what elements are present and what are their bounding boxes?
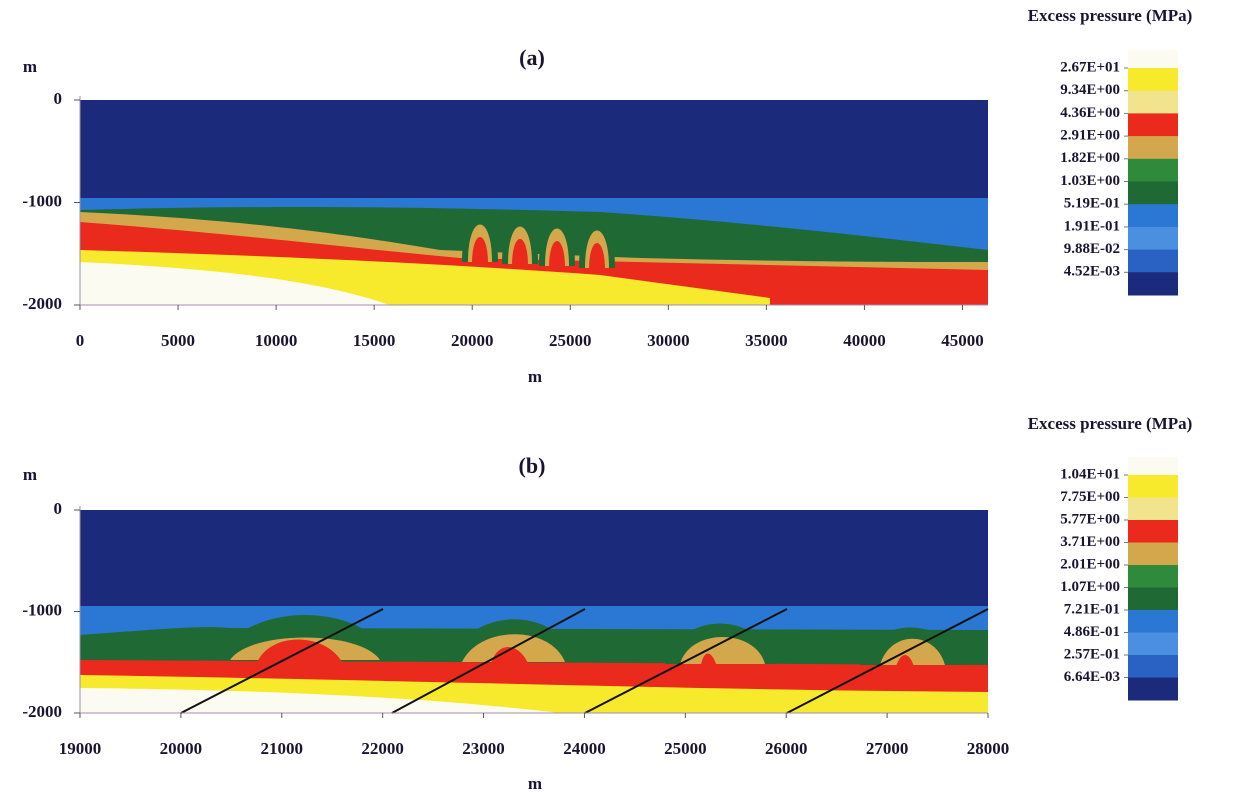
colorbar-band <box>1128 113 1178 137</box>
colorbar-title: Excess pressure (MPa) <box>1028 6 1193 25</box>
colorbar-band <box>1128 610 1178 633</box>
x-axis-label: m <box>528 774 542 793</box>
colorbar-band <box>1128 565 1178 588</box>
colorbar-band <box>1128 272 1178 296</box>
colorbar-tick-label: 4.52E-03 <box>1064 264 1120 280</box>
x-tick-label: 23000 <box>462 739 505 758</box>
colorbar-band <box>1128 204 1178 228</box>
x-tick-label: 27000 <box>866 739 909 758</box>
x-tick-label: 26000 <box>765 739 808 758</box>
y-axis-label: m <box>23 57 37 76</box>
colorbar-tick-label: 5.19E-01 <box>1064 196 1120 212</box>
x-tick-label: 25000 <box>664 739 707 758</box>
x-tick-label: 40000 <box>843 331 886 350</box>
colorbar-tick-label: 9.88E-02 <box>1064 241 1120 257</box>
y-tick-label: -1000 <box>22 600 62 619</box>
colorbar-tick-label: 4.36E+00 <box>1060 105 1120 121</box>
colorbar-band <box>1128 90 1178 114</box>
colorbar-tick-label: 1.07E+00 <box>1060 579 1120 595</box>
x-tick-label: 19000 <box>59 739 102 758</box>
x-tick-label: 45000 <box>941 331 984 350</box>
colorbar-tick-label: 2.91E+00 <box>1060 128 1120 144</box>
colorbar-band <box>1128 68 1178 92</box>
x-tick-label: 24000 <box>563 739 606 758</box>
colorbar-band <box>1128 50 1178 69</box>
colorbar-tick-label: 9.34E+00 <box>1060 82 1120 98</box>
colorbar-tick-label: 2.67E+01 <box>1060 59 1120 75</box>
colorbar-tick-label: 1.04E+01 <box>1060 466 1120 482</box>
colorbar-band <box>1128 497 1178 521</box>
x-tick-label: 25000 <box>549 331 592 350</box>
colorbar-band <box>1128 158 1178 182</box>
y-tick-label: -2000 <box>22 702 62 721</box>
x-tick-label: 22000 <box>361 739 404 758</box>
colorbar-band <box>1128 136 1178 160</box>
colorbar-tick-label: 3.71E+00 <box>1060 534 1120 550</box>
colorbar-tick-label: 2.01E+00 <box>1060 556 1120 572</box>
colorbar-tick-label: 7.21E-01 <box>1064 601 1120 617</box>
colorbar-band <box>1128 587 1178 611</box>
colorbar-band <box>1128 457 1178 476</box>
colorbar-tick-label: 5.77E+00 <box>1060 511 1120 527</box>
x-tick-label: 30000 <box>647 331 690 350</box>
colorbar-band <box>1128 181 1178 205</box>
x-tick-label: 20000 <box>160 739 203 758</box>
pressure-field <box>80 100 988 305</box>
y-tick-label: 0 <box>54 499 63 518</box>
colorbar-band <box>1128 632 1178 656</box>
y-axis-label: m <box>23 465 37 484</box>
x-tick-label: 15000 <box>353 331 396 350</box>
panel-title: (b) <box>519 453 546 478</box>
colorbar-band <box>1128 520 1178 543</box>
x-tick-label: 20000 <box>451 331 494 350</box>
x-tick-label: 0 <box>76 331 85 350</box>
colorbar-tick-label: 4.86E-01 <box>1064 624 1120 640</box>
colorbar-tick-label: 7.75E+00 <box>1060 489 1120 505</box>
colorbar-tick-label: 1.03E+00 <box>1060 173 1120 189</box>
x-tick-label: 21000 <box>261 739 304 758</box>
colorbar-band <box>1128 655 1178 678</box>
y-tick-label: -1000 <box>22 191 62 210</box>
colorbar-tick-label: 2.57E-01 <box>1064 646 1120 662</box>
y-tick-label: -2000 <box>22 294 62 313</box>
colorbar-tick-label: 1.82E+00 <box>1060 150 1120 166</box>
x-tick-label: 10000 <box>255 331 298 350</box>
colorbar-band <box>1128 475 1178 498</box>
colorbar-band <box>1128 249 1178 273</box>
panel-title: (a) <box>519 45 545 70</box>
y-tick-label: 0 <box>54 89 63 108</box>
colorbar-band <box>1128 226 1178 251</box>
pressure-field <box>80 510 989 714</box>
x-axis-label: m <box>528 367 542 386</box>
colorbar-band <box>1128 677 1178 701</box>
x-tick-label: 5000 <box>161 331 195 350</box>
colorbar-title: Excess pressure (MPa) <box>1028 414 1193 433</box>
colorbar-tick-label: 6.64E-03 <box>1064 669 1120 685</box>
colorbar-tick-label: 1.91E-01 <box>1064 218 1120 234</box>
x-tick-label: 28000 <box>967 739 1010 758</box>
colorbar-band <box>1128 542 1178 566</box>
x-tick-label: 35000 <box>745 331 788 350</box>
